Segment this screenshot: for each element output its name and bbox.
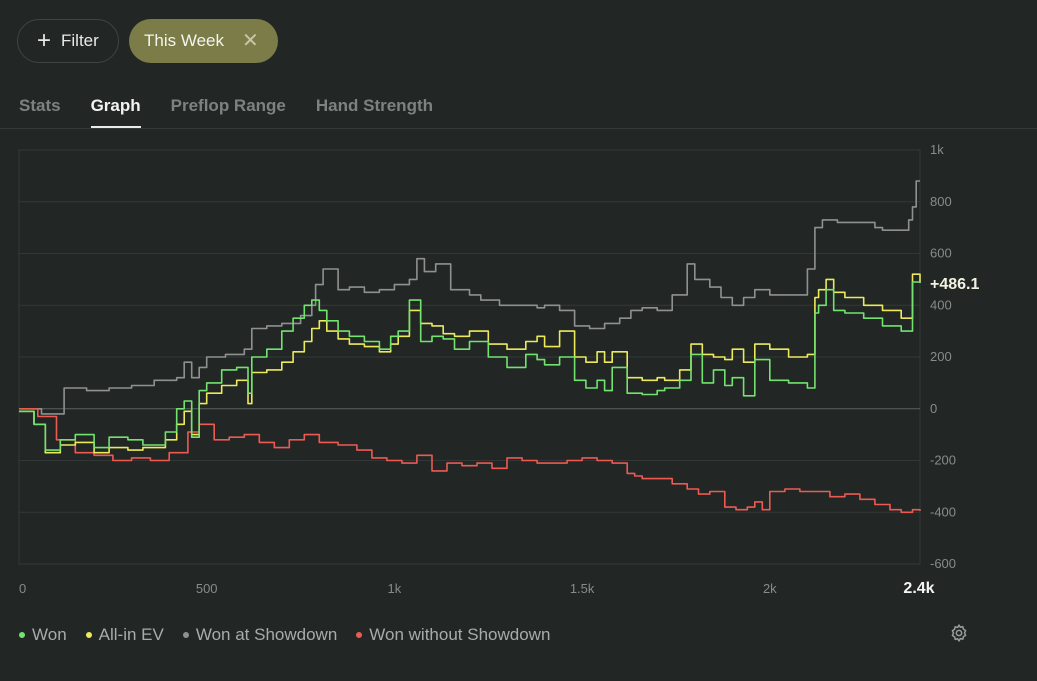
x-tick-label: 1k [388,581,402,596]
legend-dot-nonshowdown [356,632,363,638]
x-end-label: 2.4k [903,580,934,597]
legend-dot-won [19,632,25,638]
y-tick-label: 1k [930,142,944,157]
active-filter-label: This Week [144,31,224,50]
add-filter-button[interactable]: + Filter [17,19,119,63]
legend-label-showdown: Won at Showdown [195,625,338,644]
legend-item-allin-ev[interactable]: All-in EV [85,625,164,645]
legend-dot-allin-ev [85,632,92,638]
x-tick-label: 1.5k [570,581,595,596]
tab-divider [0,128,1037,129]
profit-graph[interactable]: 1k 800 600 400 200 0 -200 -400 -600 0 500 1k 1.5k 2k 2… [0,140,1037,610]
tab-graph[interactable]: Graph [90,96,141,128]
remove-filter-icon[interactable]: ✕ [242,30,259,52]
legend-label-allin-ev: All-in EV [98,625,164,644]
legend-item-won[interactable]: Won [19,625,67,645]
legend-dot-showdown [182,632,189,638]
legend-item-showdown[interactable]: Won at Showdown [182,625,338,645]
series-line-all-in-ev [19,273,921,454]
add-filter-label: Filter [61,31,99,50]
active-filter-chip[interactable]: This Week ✕ [129,19,278,63]
x-tick-label: 2k [763,581,777,596]
series-line-won [19,281,921,451]
plus-icon: + [37,27,52,54]
settings-gear-icon[interactable] [949,623,969,643]
x-tick-label: 500 [196,581,218,596]
series-line-won-at-showdown [19,180,920,415]
y-tick-label: -200 [930,453,956,468]
x-tick-label: 0 [19,581,26,596]
y-tick-label: 600 [930,246,952,261]
y-tick-label: 0 [930,401,937,416]
y-tick-label: -600 [930,556,956,571]
legend-item-nonshowdown[interactable]: Won without Showdown [356,625,550,645]
tab-preflop-range[interactable]: Preflop Range [170,96,286,115]
tab-hand-strength[interactable]: Hand Strength [315,96,433,115]
legend-label-won: Won [32,625,67,644]
y-tick-label: 800 [930,194,952,209]
legend-label-nonshowdown: Won without Showdown [369,625,551,644]
chart-legend: Won All-in EV Won at Showdown Won withou… [19,625,569,645]
y-tick-label: 200 [930,349,952,364]
y-tick-label: 400 [930,297,952,312]
final-value-label: +486.1 [930,276,979,293]
y-tick-label: -400 [930,504,956,519]
series-line-won-without-showdown [19,408,921,514]
tab-bar: Stats Graph Preflop Range Hand Strength [19,96,463,128]
tab-stats[interactable]: Stats [19,96,61,115]
